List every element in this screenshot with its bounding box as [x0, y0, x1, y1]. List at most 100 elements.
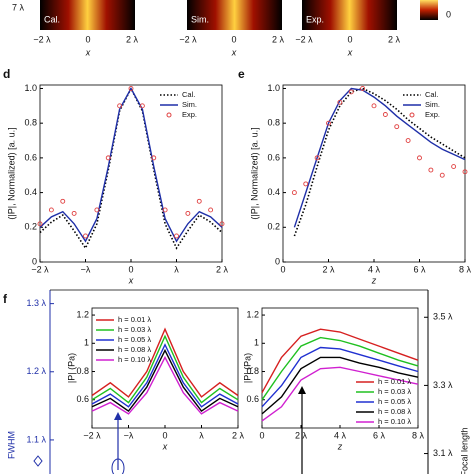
x-tick-label: −λ — [124, 430, 134, 440]
y-tick-label: 0.8 — [246, 366, 259, 376]
y2-tick-label: 3.1 λ — [433, 448, 453, 458]
data-point — [326, 120, 331, 126]
panel-label: d — [3, 67, 10, 81]
data-point — [337, 99, 343, 105]
y-tick-label: 0 — [32, 256, 37, 266]
series-line — [91, 355, 239, 415]
x-axis-label: z — [371, 275, 377, 285]
x-tick-label: 0 — [85, 34, 90, 44]
x-tick-label: −2 λ — [179, 34, 197, 44]
legend-label: h = 0.01 λ — [118, 315, 151, 324]
series-line — [293, 87, 466, 228]
legend-label: h = 0.01 λ — [378, 377, 411, 386]
legend-label: h = 0.05 λ — [118, 335, 151, 344]
plot-frame — [91, 307, 239, 429]
heatmap — [302, 0, 397, 30]
data-point — [291, 190, 297, 196]
legend-label: Sim. — [182, 100, 197, 109]
legend-swatch — [409, 112, 415, 118]
y-tick-label: 0.4 — [24, 187, 37, 197]
x-axis-label: x — [162, 441, 168, 451]
heatmap — [187, 0, 282, 30]
data-point — [439, 172, 445, 178]
data-point — [128, 86, 134, 91]
data-point — [174, 233, 179, 239]
plot-frame — [39, 84, 223, 263]
y-tick-label: 0.8 — [267, 118, 280, 128]
data-point — [83, 233, 88, 239]
data-point — [417, 155, 422, 161]
panel-label: Exp. — [306, 14, 324, 24]
x-tick-label: 2 λ — [216, 264, 229, 274]
arrow-head — [114, 412, 122, 420]
legend-label: Sim. — [425, 100, 440, 109]
x-tick-label: 2 λ — [126, 34, 139, 44]
data-point — [196, 198, 202, 204]
data-point — [208, 207, 214, 213]
y-tick-label: 1 — [84, 338, 89, 348]
y-tick-label: 1.0 — [24, 83, 37, 93]
x-axis-label: x — [347, 47, 353, 57]
x-tick-label: 4 λ — [368, 264, 381, 274]
data-point — [185, 210, 191, 216]
data-point — [405, 138, 411, 143]
y-tick-label: 0.6 — [76, 394, 89, 404]
legend-label: h = 0.03 λ — [118, 325, 151, 334]
y-tick-label: 0.4 — [267, 187, 280, 197]
x-tick-label: 0 — [280, 264, 285, 274]
y-tick-label: 1.2 λ — [26, 366, 46, 376]
y-axis-label: (|P|, Normalized) [a. u.] — [249, 127, 259, 219]
panel-label: e — [238, 67, 245, 81]
series-line — [39, 87, 223, 243]
data-point — [428, 167, 434, 173]
x-tick-label: 2 λ — [295, 430, 308, 440]
x-tick-label: 0 — [347, 34, 352, 44]
y-axis-label: |P| (Pa) — [66, 353, 76, 383]
series-line — [91, 343, 239, 408]
y-tick-label: 1.0 — [267, 83, 280, 93]
x-tick-label: 6 λ — [373, 430, 386, 440]
x-axis-label: z — [337, 441, 343, 451]
y-tick-label: 0 — [275, 256, 280, 266]
x-tick-label: −λ — [81, 264, 91, 274]
y-tick-label: 1.2 — [246, 309, 259, 319]
y-tick-label: 1.2 — [76, 309, 89, 319]
series-line — [261, 346, 419, 408]
y-tick-label: 0.8 — [76, 366, 89, 376]
data-point — [139, 103, 145, 109]
data-point — [360, 86, 366, 91]
data-point — [371, 103, 377, 109]
data-point — [303, 181, 309, 187]
x-axis-label: x — [85, 47, 91, 57]
legend-label: h = 0.10 λ — [378, 417, 411, 426]
x-tick-label: 0 — [128, 264, 133, 274]
legend-label: h = 0.05 λ — [378, 397, 411, 406]
y2-axis-label: Focal length — [459, 427, 469, 474]
data-point — [60, 198, 66, 204]
panel-label: Sim. — [191, 14, 209, 24]
data-point — [219, 221, 225, 227]
series-line — [293, 87, 466, 237]
x-tick-label: 0 — [162, 430, 167, 440]
x-tick-label: −2 λ — [295, 34, 313, 44]
arrow-head — [298, 386, 306, 394]
y-tick-label: 7 λ — [12, 2, 25, 12]
legend-label: Exp. — [182, 110, 197, 119]
legend-label: Cal. — [182, 90, 195, 99]
data-point — [394, 124, 400, 130]
data-point — [94, 207, 100, 213]
y2-tick-label: 3.3 λ — [433, 380, 453, 390]
series-line — [91, 348, 239, 413]
panel-label: Cal. — [44, 14, 60, 24]
header-strip: 7 λ Cal. Sim. Exp. 0 −2 λ 0 2 λ −2 λ 0 2… — [12, 0, 451, 57]
y-tick-label: 0.6 — [267, 152, 280, 162]
x-tick-label: −2 λ — [31, 264, 49, 274]
x-tick-label: 8 λ — [412, 430, 425, 440]
legend-swatch — [166, 112, 172, 118]
y-axis-label: FWHM — [6, 431, 16, 459]
series-line — [261, 336, 419, 401]
x-tick-label: 2 λ — [388, 34, 401, 44]
x-axis-label: x — [231, 47, 237, 57]
legend-label: h = 0.03 λ — [378, 387, 411, 396]
y-tick-label: 1 — [254, 338, 259, 348]
